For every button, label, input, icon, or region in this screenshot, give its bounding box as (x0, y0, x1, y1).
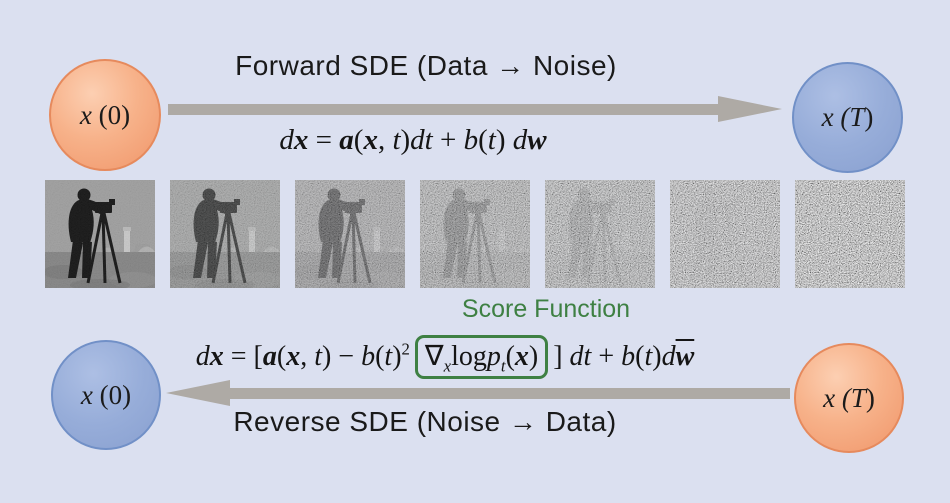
node-x0-reverse-label: x (0) (80, 379, 132, 410)
image-strip (45, 180, 905, 288)
diffusion-image-frame-3 (295, 180, 405, 288)
reverse-eq-pre: dx = [a(x, t) − b(t)2 (195, 339, 410, 372)
node-xT-reverse-label: x (T) (823, 382, 875, 413)
reverse-arrow-head-icon (166, 380, 230, 406)
reverse-sde-title: Reverse SDE (Noise → Data) (233, 406, 617, 437)
node-xT-reverse: x (T) (794, 343, 904, 453)
diffusion-image-frame-1 (45, 180, 155, 288)
diffusion-image-frame-2 (170, 180, 280, 288)
node-xT-label: x (T) (821, 102, 874, 132)
node-x0-label: x (0) (79, 99, 131, 130)
score-function-label: Score Function (461, 295, 631, 323)
node-x0-reverse: x (0) (51, 340, 161, 450)
diffusion-image-frame-5 (545, 180, 655, 288)
node-xT-noise: x (T) (792, 62, 903, 173)
score-term-box: ∇xlogpt(x) (414, 335, 549, 379)
score-term: ∇xlogpt(x) (424, 341, 539, 376)
forward-sde-title: Forward SDE (Data → Noise) (235, 50, 617, 81)
forward-arrow-head-icon (718, 96, 782, 122)
diffusion-image-frame-7 (795, 180, 905, 288)
node-x0-data: x (0) (49, 59, 161, 171)
diffusion-image-frame-4 (420, 180, 530, 288)
reverse-sde-equation: dx = [a(x, t) − b(t)2 ∇xlogpt(x) ] dt + … (100, 330, 790, 384)
reverse-eq-post: ] dt + b(t)dw (553, 341, 695, 372)
forward-arrow (168, 104, 718, 115)
diffusion-image-frame-6 (670, 180, 780, 288)
reverse-arrow (230, 388, 790, 399)
